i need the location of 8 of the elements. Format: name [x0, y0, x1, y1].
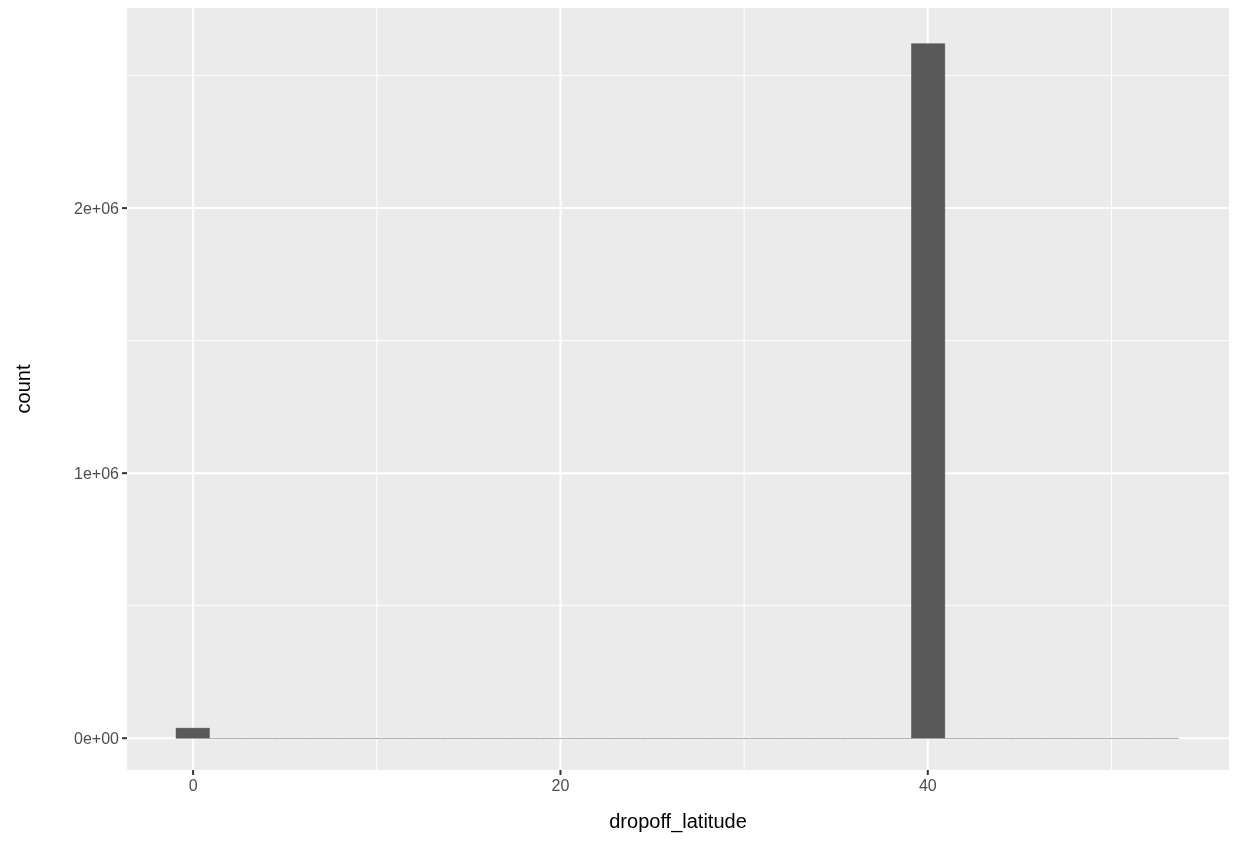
y-tick-label: 1e+06	[74, 464, 120, 482]
y-tick-label: 0e+00	[74, 729, 120, 747]
x-axis-title: dropoff_latitude	[609, 810, 747, 833]
x-tick-label: 40	[918, 777, 937, 794]
x-tick-label: 20	[551, 777, 570, 794]
y-tick-label: 2e+06	[74, 199, 120, 217]
x-tick-label: 0	[188, 777, 198, 794]
y-axis-title: count	[12, 364, 34, 414]
